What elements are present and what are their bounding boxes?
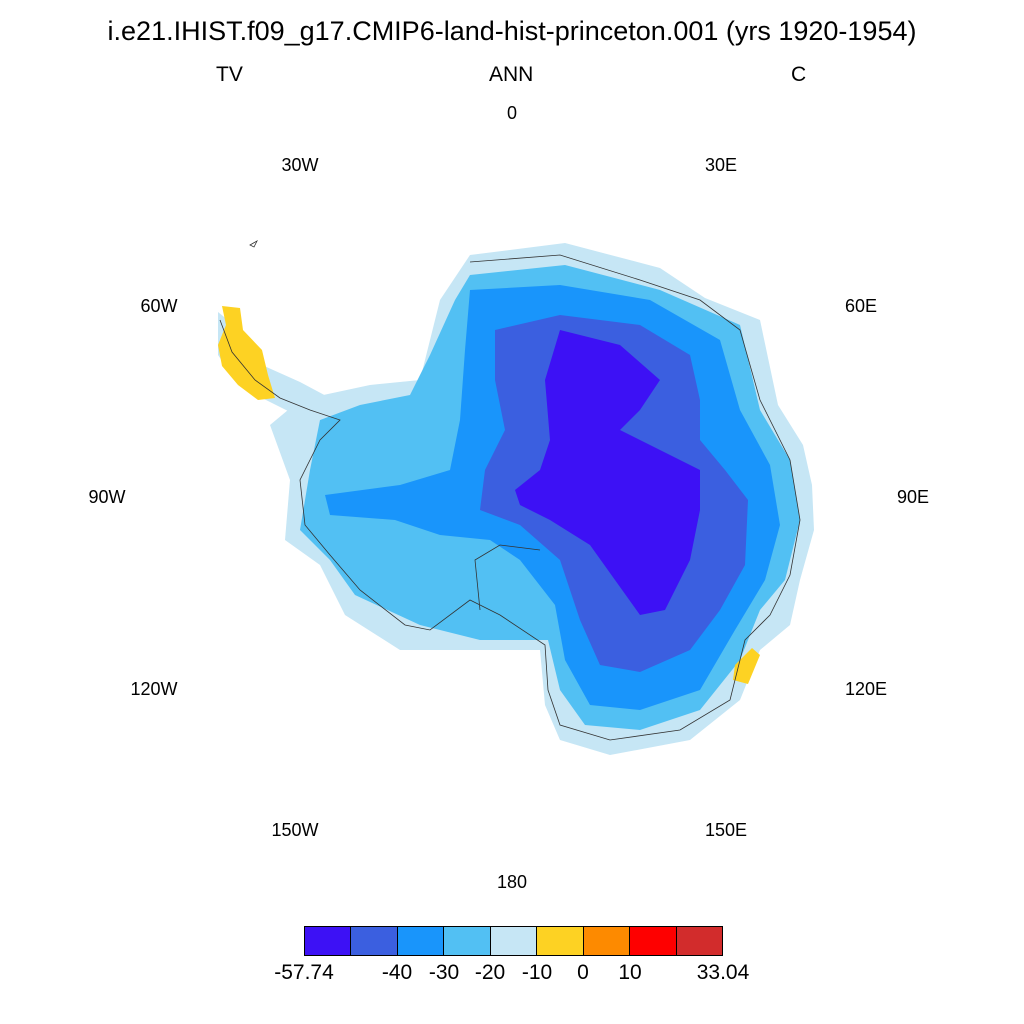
lon-label-120w: 120W — [130, 679, 178, 699]
colorbar-label-min: -57.74 — [274, 961, 334, 984]
lon-label-150e: 150E — [704, 820, 748, 840]
colorbar — [304, 926, 723, 956]
colorbar-box-5 — [490, 927, 538, 955]
lon-label-30e: 30E — [704, 155, 738, 175]
contour-band-lowest — [515, 330, 700, 615]
colorbar-box-7 — [583, 927, 631, 955]
lon-label-0: 0 — [506, 103, 518, 123]
peninsula-positive-values — [218, 306, 275, 400]
subtitle-variable: TV — [216, 63, 243, 86]
lon-label-60w: 60W — [140, 296, 178, 316]
colorbar-label-max: 33.04 — [696, 961, 750, 984]
colorbar-box-3 — [397, 927, 445, 955]
east-coast-positive-values — [733, 648, 760, 684]
lon-label-30w: 30W — [281, 155, 319, 175]
lon-label-150w: 150W — [271, 820, 319, 840]
coastline — [219, 239, 801, 741]
lon-label-120e: 120E — [844, 679, 888, 699]
lon-label-60e: 60E — [844, 296, 878, 316]
lon-label-90w: 90W — [88, 487, 126, 507]
subtitle-units: C — [791, 63, 807, 86]
colorbar-label-0: 0 — [577, 961, 589, 984]
colorbar-box-8 — [630, 927, 677, 955]
colorbar-box-1 — [305, 927, 352, 955]
lon-label-90e: 90E — [896, 487, 930, 507]
colorbar-box-6 — [537, 927, 584, 955]
lon-label-180: 180 — [496, 872, 528, 892]
colorbar-box-9 — [676, 927, 722, 955]
peninsula-light-band — [218, 312, 345, 420]
colorbar-label-minus20: -20 — [474, 961, 506, 984]
colorbar-label-minus30: -30 — [428, 961, 460, 984]
colorbar-label-minus10: -10 — [521, 961, 553, 984]
colorbar-label-10: 10 — [618, 961, 642, 984]
colorbar-box-2 — [351, 927, 398, 955]
plot-title: i.e21.IHIST.f09_g17.CMIP6-land-hist-prin… — [107, 16, 917, 46]
colorbar-box-4 — [444, 927, 491, 955]
colorbar-label-minus40: -40 — [381, 961, 413, 984]
subtitle-season: ANN — [489, 63, 534, 86]
